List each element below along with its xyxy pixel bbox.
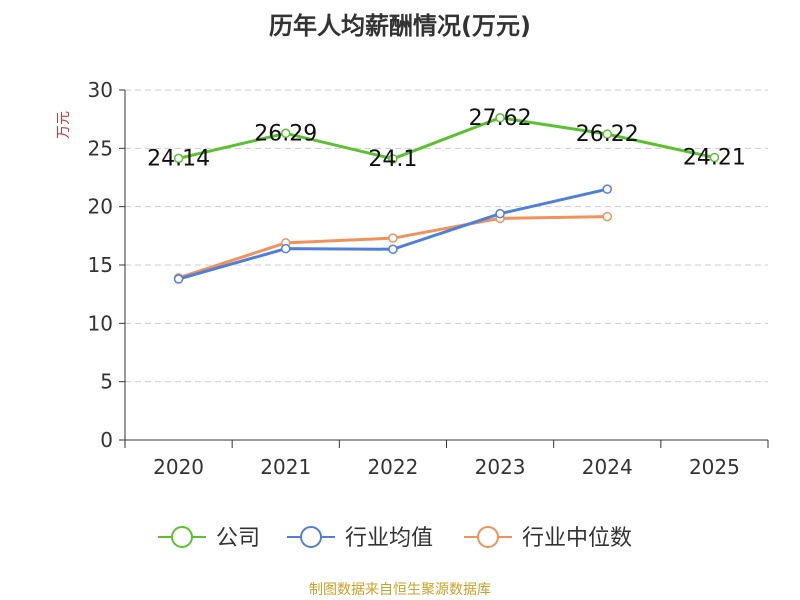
y-tick-label: 10 bbox=[88, 311, 113, 335]
data-point bbox=[602, 211, 612, 222]
data-point bbox=[602, 184, 612, 194]
y-tick-label: 20 bbox=[88, 195, 113, 219]
data-labels: 24.14 26.29 24.1 27.62 26.22 24.21 bbox=[147, 106, 746, 172]
data-point bbox=[388, 244, 398, 254]
data-point bbox=[495, 208, 505, 219]
legend-marker bbox=[477, 526, 499, 548]
legend-label: 行业中位数 bbox=[522, 526, 632, 551]
y-axis-label: 万元 bbox=[56, 111, 72, 139]
legend-item: 公司 bbox=[158, 526, 260, 551]
data-label: 26.22 bbox=[576, 122, 639, 147]
data-label: 26.29 bbox=[254, 121, 317, 146]
data-point bbox=[173, 153, 184, 164]
data-point bbox=[281, 128, 291, 139]
y-tick-label: 5 bbox=[100, 370, 113, 394]
data-label: 27.62 bbox=[469, 106, 532, 131]
data-point bbox=[602, 129, 612, 139]
legend-label: 行业均值 bbox=[345, 526, 433, 551]
data-point bbox=[495, 113, 505, 123]
x-tick-label: 2022 bbox=[367, 455, 418, 479]
y-tick-label: 25 bbox=[88, 136, 113, 160]
y-tick-label: 30 bbox=[88, 78, 113, 102]
data-point bbox=[388, 233, 398, 243]
legend-marker bbox=[171, 526, 193, 548]
data-label: 24.21 bbox=[683, 146, 746, 171]
data-point bbox=[709, 152, 720, 163]
legend-item: 行业均值 bbox=[287, 526, 433, 551]
series-line bbox=[178, 116, 715, 161]
data-label: 24.1 bbox=[368, 147, 417, 172]
series bbox=[173, 113, 720, 284]
data-point bbox=[281, 243, 291, 254]
legend-item: 行业中位数 bbox=[464, 526, 632, 551]
legend-label: 公司 bbox=[216, 526, 260, 551]
x-tick-label: 2023 bbox=[475, 455, 526, 479]
y-tick-label: 15 bbox=[88, 253, 113, 277]
source-note: 制图数据来自恒生聚源数据库 bbox=[309, 582, 491, 598]
data-point bbox=[173, 274, 184, 284]
x-tick-label: 2024 bbox=[582, 455, 633, 479]
gridlines bbox=[125, 89, 768, 383]
y-tick-label: 0 bbox=[100, 428, 113, 452]
data-label: 24.14 bbox=[147, 146, 210, 171]
chart-title: 历年人均薪酬情况(万元) bbox=[269, 12, 531, 40]
legend: 公司 行业均值 行业中位数 bbox=[158, 526, 632, 551]
x-tick-label: 2020 bbox=[153, 455, 204, 479]
data-point bbox=[388, 154, 398, 164]
x-tick-label: 2025 bbox=[689, 455, 740, 479]
legend-marker bbox=[300, 526, 322, 548]
x-tick-label: 2021 bbox=[260, 455, 311, 479]
